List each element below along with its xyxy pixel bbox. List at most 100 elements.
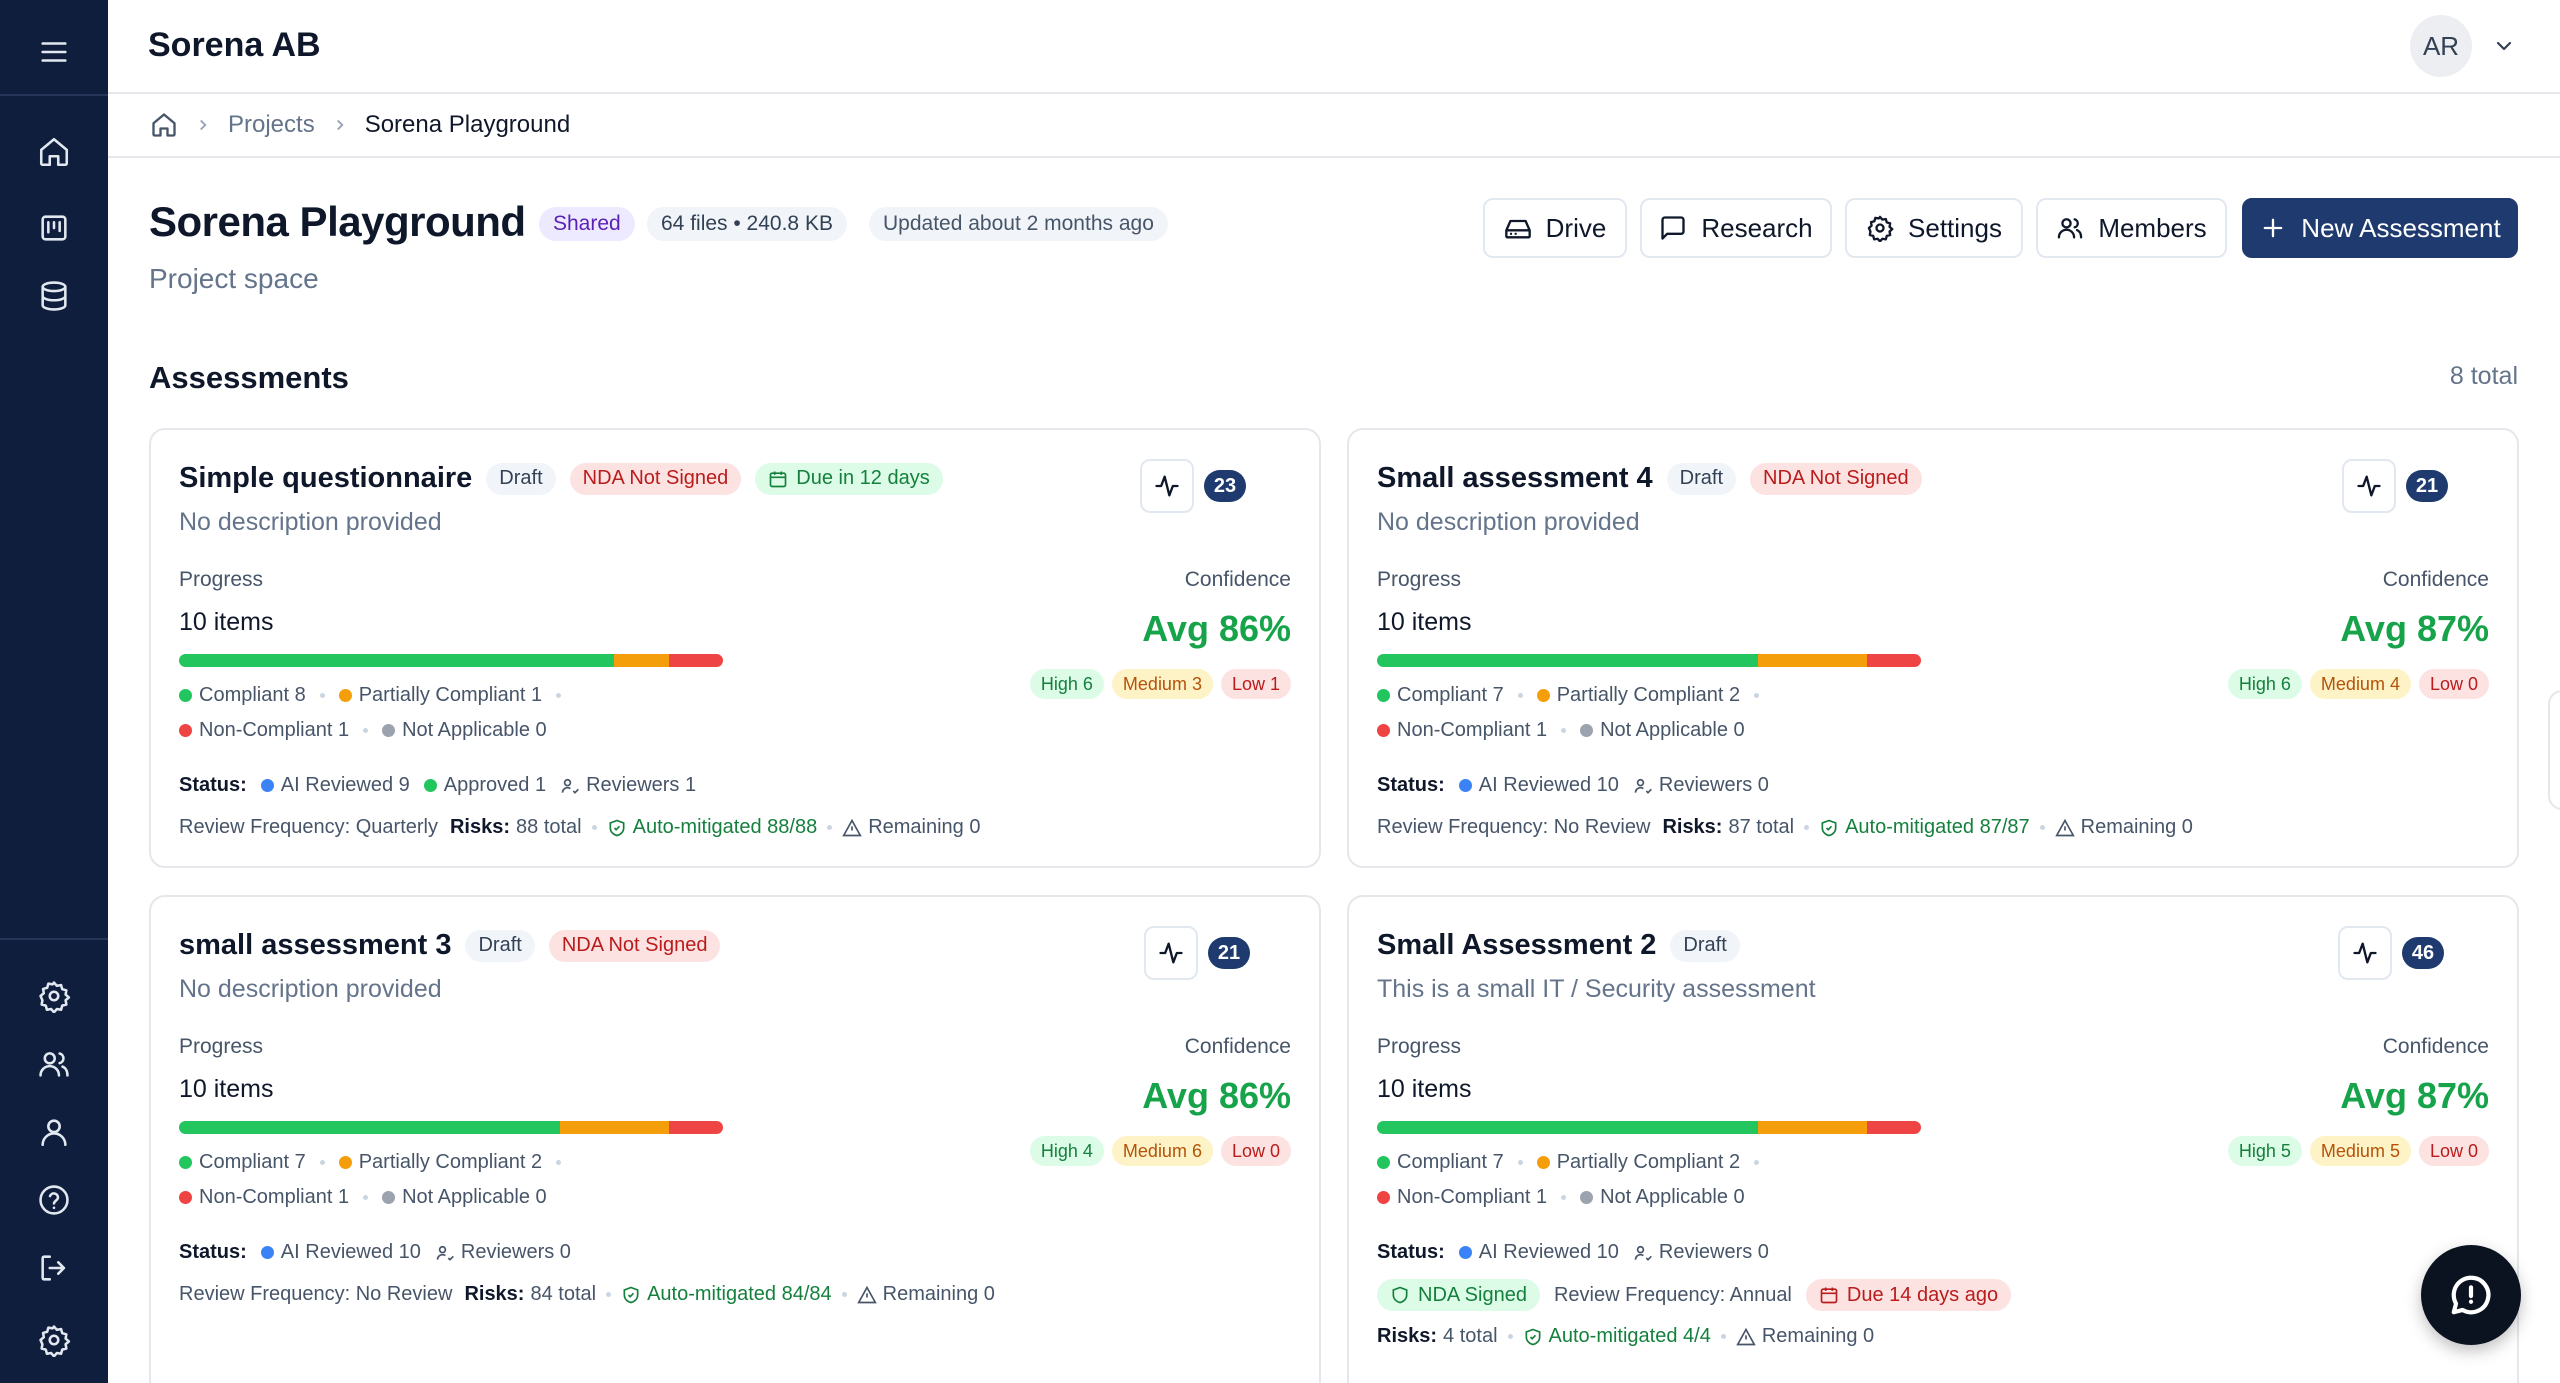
partial-dot — [1536, 1156, 1550, 1169]
users-icon[interactable] — [28, 1038, 80, 1090]
items-count: 10 items — [1377, 608, 1472, 636]
status-label: Status: — [1377, 774, 1445, 796]
avatar[interactable]: AR — [2410, 15, 2472, 77]
risk-row: Review Frequency: Quarterly Risks: 88 to… — [179, 816, 980, 839]
legend-compliant: Compliant 7 — [199, 1151, 306, 1173]
risks-total: 4 total — [1443, 1325, 1498, 1347]
reviewers: Reviewers 0 — [460, 1241, 571, 1263]
progress-segment-partial — [1757, 654, 1867, 667]
legend-compliant: Compliant 7 — [1397, 684, 1504, 706]
confidence-high: High 4 — [1029, 1136, 1104, 1166]
new-assessment-button[interactable]: New Assessment — [2242, 198, 2518, 258]
assessment-card[interactable]: Simple questionnaire Draft NDA Not Signe… — [149, 428, 1321, 868]
not-applicable-dot — [1580, 724, 1594, 737]
item-count-badge: 23 — [1204, 470, 1246, 502]
shared-badge: Shared — [539, 207, 635, 241]
card-title[interactable]: small assessment 3 — [179, 929, 452, 961]
legend-partial: Partially Compliant 2 — [1556, 1151, 1741, 1173]
members-button[interactable]: Members — [2036, 198, 2227, 258]
legend-row: Non-Compliant 1 Not Applicable 0 — [1377, 719, 1745, 742]
item-count-badge: 21 — [1208, 937, 1250, 969]
not-applicable-dot — [382, 724, 396, 737]
auto-mitigated: Auto-mitigated 88/88 — [632, 816, 818, 838]
draft-badge: Draft — [486, 462, 556, 495]
legend-partial: Partially Compliant 1 — [358, 684, 543, 706]
database-icon[interactable] — [28, 270, 80, 322]
activity-icon — [1159, 942, 1183, 964]
confidence-breakdown: High 5 Medium 5 Low 0 — [2227, 1136, 2489, 1166]
card-title[interactable]: Simple questionnaire — [179, 462, 473, 494]
settings-icon[interactable] — [28, 1314, 80, 1366]
risks-total: 87 total — [1728, 816, 1795, 838]
chevron-right-icon — [336, 119, 344, 131]
card-title[interactable]: Small assessment 4 — [1377, 462, 1653, 494]
activity-button[interactable] — [2338, 926, 2392, 980]
top-bar: Sorena AB AR — [108, 0, 2560, 94]
assessment-card[interactable]: Small Assessment 2 Draft This is a small… — [1347, 895, 2519, 1383]
legend-row: Compliant 7 Partially Compliant 2 — [179, 1151, 575, 1174]
draft-badge: Draft — [1666, 462, 1737, 495]
legend-row: Non-Compliant 1 Not Applicable 0 — [179, 1186, 547, 1209]
activity-button[interactable] — [1144, 926, 1198, 980]
draft-badge: Draft — [465, 929, 535, 962]
progress-segment-compliant — [179, 1121, 560, 1134]
remaining: Remaining 0 — [882, 1283, 995, 1305]
risk-row: Risks: 4 total Auto-mitigated 4/4 Remain… — [1377, 1325, 1874, 1348]
progress-segment-partial — [559, 1121, 669, 1134]
breadcrumb-projects[interactable]: Projects — [228, 111, 315, 138]
confidence-label: Confidence — [2382, 568, 2489, 591]
avg-confidence: Avg 87% — [2340, 608, 2489, 649]
nda-badge: NDA Not Signed — [1750, 462, 1922, 495]
partial-dot — [338, 1156, 352, 1169]
risk-row: Review Frequency: No Review Risks: 87 to… — [1377, 816, 2193, 839]
projects-icon[interactable] — [28, 202, 80, 254]
activity-button[interactable] — [1140, 459, 1194, 513]
help-icon[interactable] — [28, 1174, 80, 1226]
risks-label: Risks: — [1377, 1325, 1438, 1347]
activity-button[interactable] — [2342, 459, 2396, 513]
ai-reviewed: AI Reviewed 9 — [280, 774, 410, 796]
legend-row: Non-Compliant 1 Not Applicable 0 — [1377, 1186, 1745, 1209]
legend-partial: Partially Compliant 2 — [1556, 684, 1741, 706]
compliant-dot — [1377, 689, 1390, 702]
remaining: Remaining 0 — [1761, 1325, 1875, 1347]
menu-icon[interactable] — [28, 26, 80, 78]
message-square-icon — [1661, 216, 1686, 240]
confidence-low: Low 0 — [2418, 1136, 2489, 1166]
overdue-label: Due 14 days ago — [1846, 1283, 1999, 1306]
drive-button[interactable]: Drive — [1483, 198, 1627, 258]
card-title[interactable]: Small Assessment 2 — [1377, 929, 1657, 961]
updated-badge: Updated about 2 months ago — [869, 207, 1168, 241]
chevron-down-icon[interactable] — [2492, 34, 2516, 58]
logout-icon[interactable] — [28, 1242, 80, 1294]
auto-mitigated: Auto-mitigated 87/87 — [1845, 816, 2030, 838]
items-count: 10 items — [1377, 1075, 1472, 1103]
legend-non-compliant: Non-Compliant 1 — [199, 1186, 350, 1208]
legend-row: Compliant 7 Partially Compliant 2 — [1377, 1151, 1773, 1174]
review-frequency: Review Frequency: Quarterly — [179, 816, 438, 838]
user-check-icon — [436, 1245, 454, 1261]
legend-not-applicable: Not Applicable 0 — [1600, 1186, 1745, 1208]
hard-drive-icon — [1504, 219, 1531, 239]
home-icon[interactable] — [150, 111, 178, 139]
breadcrumb-current: Sorena Playground — [364, 111, 571, 138]
ai-reviewed: AI Reviewed 10 — [1478, 774, 1619, 796]
assessment-card[interactable]: Small assessment 4 Draft NDA Not Signed … — [1347, 428, 2519, 868]
remaining: Remaining 0 — [2080, 816, 2193, 838]
user-icon[interactable] — [28, 1106, 80, 1158]
activity-icon — [2357, 475, 2381, 497]
page-title: Sorena Playground — [149, 198, 526, 245]
settings-button[interactable]: Settings — [1845, 198, 2023, 258]
assessment-card[interactable]: small assessment 3 Draft NDA Not Signed … — [149, 895, 1321, 1383]
chat-button[interactable] — [2421, 1245, 2521, 1345]
gear-icon[interactable] — [28, 970, 80, 1022]
research-button[interactable]: Research — [1640, 198, 1832, 258]
progress-segment-compliant — [179, 654, 615, 667]
avg-confidence: Avg 86% — [1142, 608, 1291, 649]
drive-label: Drive — [1545, 212, 1607, 243]
home-icon[interactable] — [28, 126, 80, 178]
confidence-label: Confidence — [1184, 1035, 1291, 1058]
legend-partial: Partially Compliant 2 — [358, 1151, 543, 1173]
nda-signed-badge: NDA Signed — [1377, 1279, 1540, 1311]
nda-badge: NDA Not Signed — [569, 462, 742, 495]
